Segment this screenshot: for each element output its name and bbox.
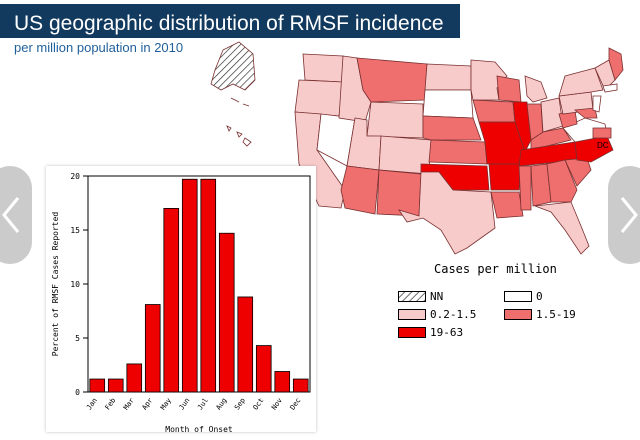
legend-item-low: 0.2-1.5 xyxy=(398,308,476,321)
y-tick-label: 20 xyxy=(70,172,80,181)
y-tick-label: 5 xyxy=(75,334,80,343)
x-tick-label: Apr xyxy=(141,397,155,412)
state-new-york xyxy=(558,67,604,97)
x-tick-label: Feb xyxy=(104,397,118,412)
bar-oct xyxy=(255,345,272,393)
state-montana xyxy=(356,57,428,103)
state-north-dakota xyxy=(424,63,472,91)
state-louisiana xyxy=(490,191,524,219)
bar-aug xyxy=(218,232,235,393)
next-slide-button[interactable] xyxy=(608,166,640,264)
bar-nov xyxy=(274,371,291,393)
state-minnesota xyxy=(470,59,508,101)
legend-label: 19-63 xyxy=(430,326,464,339)
state-arkansas xyxy=(488,163,522,191)
legend-swatch xyxy=(504,309,532,320)
y-tick-label: 0 xyxy=(75,388,80,397)
x-tick-label: Sep xyxy=(233,397,247,412)
bar-feb xyxy=(107,378,124,393)
state-iowa xyxy=(472,99,516,123)
bar-jul xyxy=(200,178,217,393)
legend-swatch xyxy=(504,291,532,302)
page-subtitle: per million population in 2010 xyxy=(14,40,184,55)
alaska-islands xyxy=(230,97,250,107)
title-bar: US geographic distribution of RMSF incid… xyxy=(0,4,460,38)
state-south-dakota xyxy=(422,89,474,119)
state-florida xyxy=(534,201,590,255)
x-tick-label: Oct xyxy=(252,397,266,412)
state-massachusetts-ri xyxy=(602,83,618,93)
state-georgia xyxy=(546,159,578,203)
legend-item-zero: 0 xyxy=(504,290,543,303)
x-tick-label: Mar xyxy=(122,397,136,412)
legend-title: Cases per million xyxy=(434,262,557,276)
hatched-swatch-icon xyxy=(398,291,426,302)
bar-may xyxy=(163,208,180,393)
dc-inset xyxy=(592,127,612,139)
y-axis-label: Percent of RMSF Cases Reported xyxy=(51,212,60,357)
legend-label: 0 xyxy=(536,290,543,303)
x-tick-label: Jan xyxy=(85,397,99,412)
state-arizona xyxy=(340,165,380,215)
legend-label: 1.5-19 xyxy=(536,308,576,321)
dc-label: DC xyxy=(597,141,609,150)
x-tick-label: Aug xyxy=(215,397,229,412)
bar-jan xyxy=(89,378,106,393)
us-incidence-map: DC xyxy=(210,41,624,255)
state-wisconsin xyxy=(496,75,522,103)
state-nebraska xyxy=(422,115,482,141)
state-mississippi xyxy=(518,165,532,211)
legend-swatch xyxy=(398,327,426,338)
map-legend: Cases per million NN 0 0.2-1.5 1.5-19 19… xyxy=(388,262,618,348)
state-maine xyxy=(608,47,624,81)
bar-dec xyxy=(292,378,309,393)
x-tick-label: May xyxy=(159,397,173,412)
monthly-onset-chart-panel: 0 5 10 15 20 Jan Feb Mar Apr May Jun Jul Aug Sep Oct No… xyxy=(46,166,316,434)
legend-item-mid: 1.5-19 xyxy=(504,308,576,321)
legend-item-high: 19-63 xyxy=(398,326,463,339)
legend-item-nn: NN xyxy=(398,290,443,303)
plot-frame xyxy=(87,175,311,393)
legend-label: NN xyxy=(430,290,444,303)
page-title: US geographic distribution of RMSF incid… xyxy=(14,12,444,35)
prev-slide-button[interactable] xyxy=(0,166,32,264)
y-tick-label: 10 xyxy=(70,280,80,289)
x-tick-label: Jul xyxy=(196,397,210,412)
chevron-left-icon xyxy=(2,197,20,233)
bar-mar xyxy=(126,363,143,393)
state-washington xyxy=(302,53,344,83)
state-new-mexico xyxy=(376,169,422,217)
legend-label: 0.2-1.5 xyxy=(430,308,477,321)
bar-jun xyxy=(181,178,198,393)
state-hawaii xyxy=(226,125,252,147)
state-new-jersey xyxy=(592,95,602,113)
chevron-right-icon xyxy=(620,197,638,233)
state-texas xyxy=(398,171,496,255)
state-kansas xyxy=(428,139,488,165)
state-oregon xyxy=(294,79,344,117)
bar-sep xyxy=(237,296,254,393)
state-illinois xyxy=(512,101,532,154)
state-alaska xyxy=(210,41,256,91)
x-axis-label: Month of Onset xyxy=(165,425,233,432)
state-wyoming xyxy=(366,101,424,139)
state-michigan xyxy=(524,75,548,103)
monthly-onset-bar-chart: 0 5 10 15 20 Jan Feb Mar Apr May Jun Jul Aug Sep Oct No… xyxy=(51,172,311,434)
x-tick-label: Nov xyxy=(270,397,284,412)
x-tick-label: Dec xyxy=(289,397,303,412)
bar-apr xyxy=(144,304,161,393)
state-maryland xyxy=(573,107,598,119)
y-tick-label: 15 xyxy=(70,226,80,235)
x-tick-label: Jun xyxy=(178,397,192,412)
legend-swatch xyxy=(398,309,426,320)
